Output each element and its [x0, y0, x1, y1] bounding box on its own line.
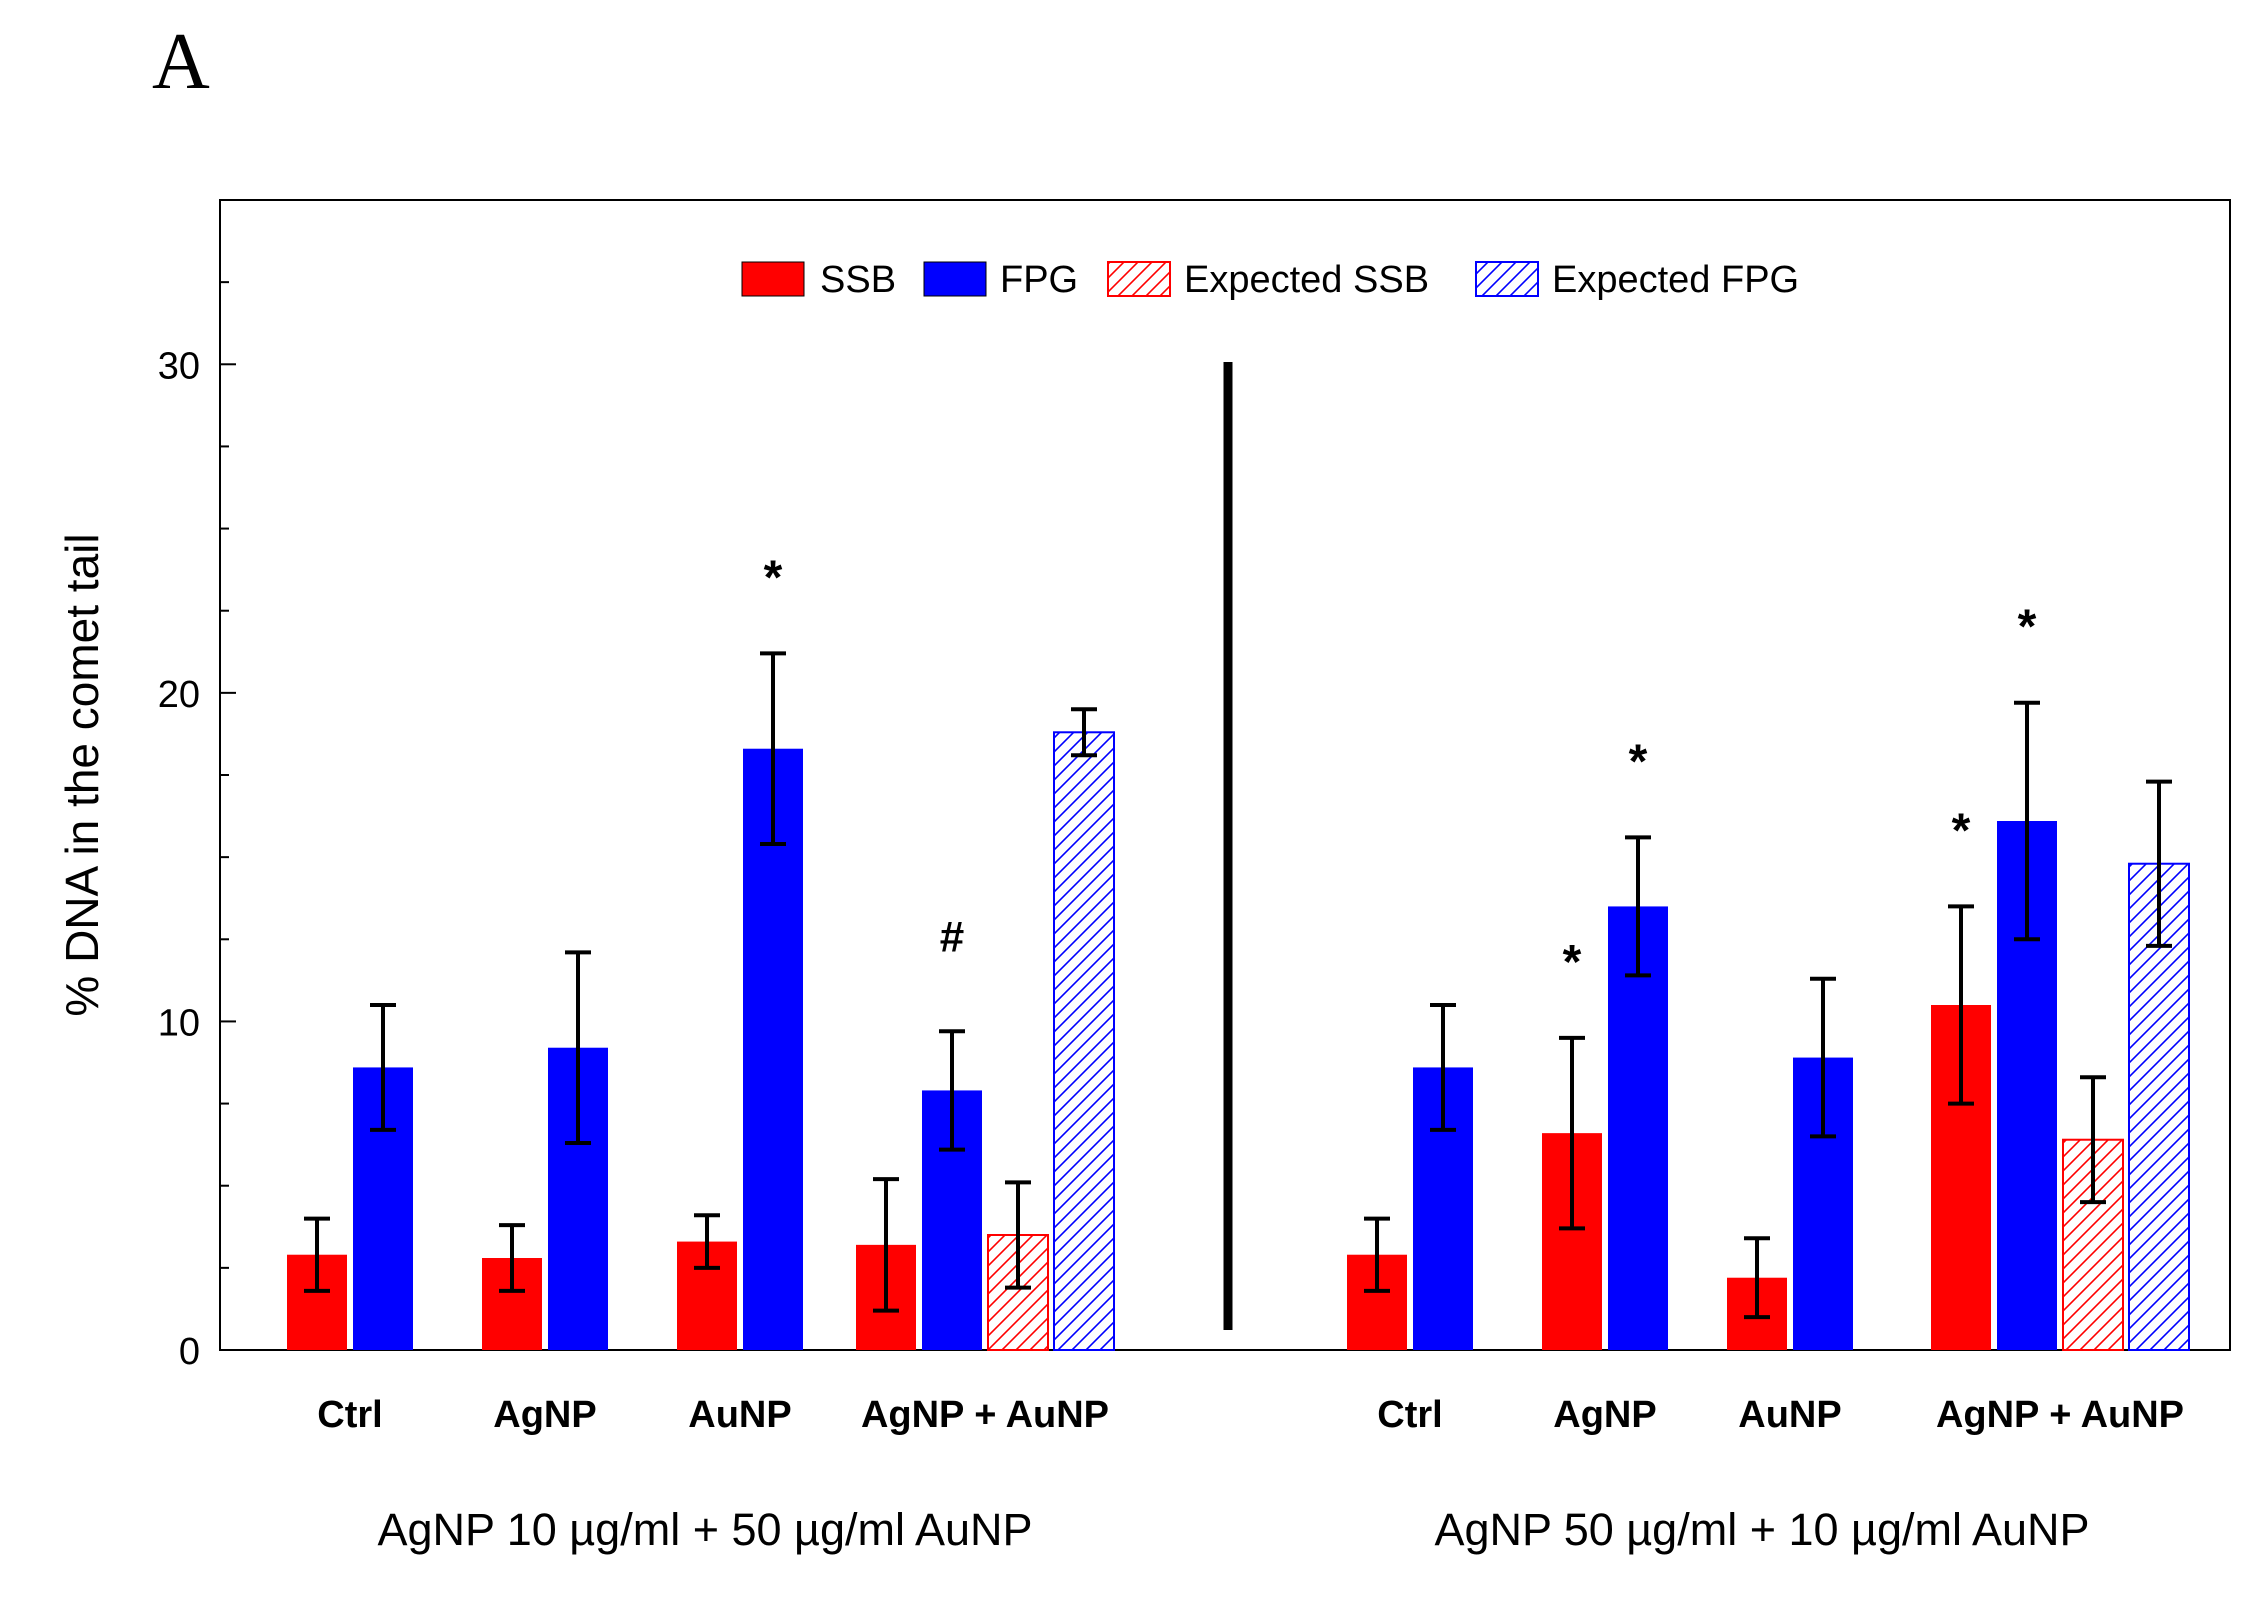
y-axis-label: % DNA in the comet tail: [56, 533, 108, 1016]
legend-swatch-exp_ssb: [1107, 261, 1171, 297]
x-tick-label: AgNP: [1553, 1394, 1656, 1436]
x-tick-label: AuNP: [688, 1394, 791, 1436]
group-label-2: AgNP 50 µg/ml + 10 µg/ml AuNP: [1434, 1504, 2089, 1555]
bar-fpg: [1608, 906, 1668, 1350]
x-tick-label: AgNP: [493, 1394, 596, 1436]
x-tick-label: AgNP + AuNP: [861, 1394, 1109, 1436]
significance-marker: *: [1563, 936, 1582, 989]
significance-marker: *: [1952, 804, 1971, 857]
panel-label: A: [152, 18, 210, 106]
bar-exp_fpg: [1053, 731, 1115, 1351]
bars-layer: * # * * * *: [287, 551, 2190, 1351]
significance-marker: *: [1629, 735, 1648, 788]
y-tick-label: 20: [158, 674, 200, 716]
legend-swatch-fpg: [923, 261, 987, 297]
y-tick-label: 0: [179, 1331, 200, 1373]
group-label-1: AgNP 10 µg/ml + 50 µg/ml AuNP: [377, 1504, 1032, 1555]
x-axis-labels: Ctrl AgNP AuNP AgNP + AuNP Ctrl AgNP AuNP AgNP …: [317, 1394, 2184, 1436]
legend-label-exp_ssb: Expected SSB: [1184, 259, 1429, 301]
y-tick-label: 10: [158, 1002, 200, 1044]
x-tick-label: AuNP: [1738, 1394, 1841, 1436]
legend-label-exp_fpg: Expected FPG: [1552, 259, 1799, 301]
significance-marker: *: [2018, 601, 2037, 654]
significance-marker: *: [764, 551, 783, 604]
significance-marker: #: [940, 912, 964, 961]
legend-label-fpg: FPG: [1000, 259, 1078, 301]
legend-swatch-ssb: [741, 261, 805, 297]
x-tick-label: Ctrl: [317, 1394, 382, 1436]
legend-swatch-exp_fpg: [1475, 261, 1539, 297]
x-tick-label: AgNP + AuNP: [1936, 1394, 2184, 1436]
bar-fpg: [743, 748, 803, 1350]
legend: SSB FPG Expected SSB Expected FPG: [741, 259, 1799, 301]
x-tick-label: Ctrl: [1377, 1394, 1442, 1436]
y-axis: 0 10 20 30: [158, 199, 236, 1373]
legend-label-ssb: SSB: [820, 259, 896, 301]
y-tick-label: 30: [158, 345, 200, 387]
